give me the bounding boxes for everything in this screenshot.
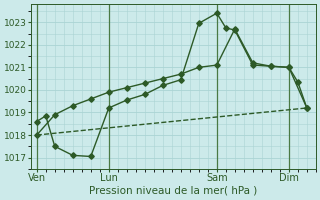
X-axis label: Pression niveau de la mer( hPa ): Pression niveau de la mer( hPa ): [90, 186, 258, 196]
